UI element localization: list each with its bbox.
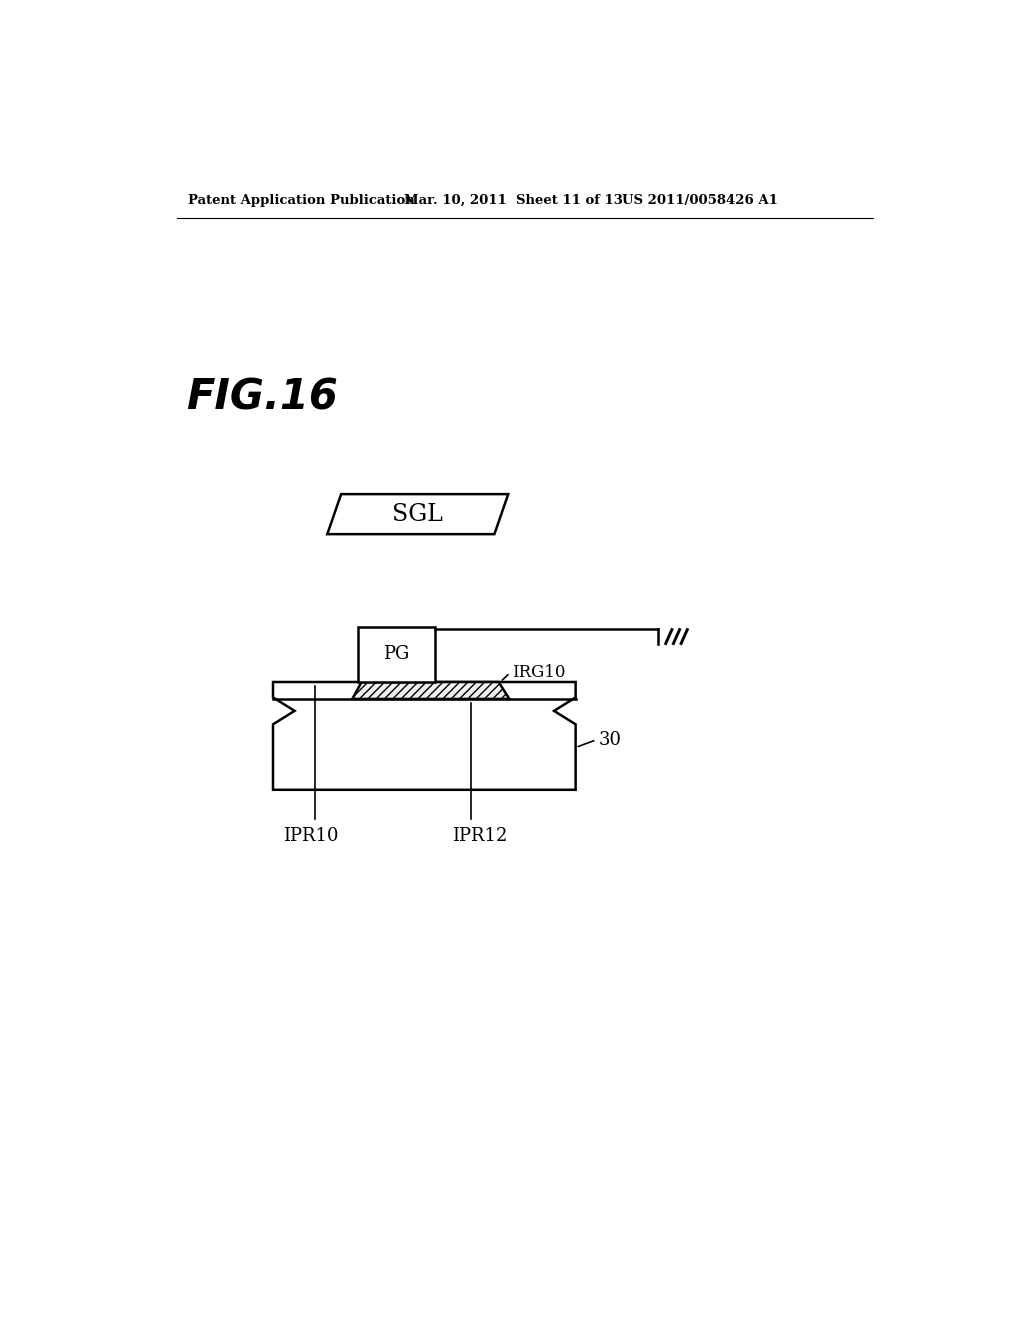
Text: Patent Application Publication: Patent Application Publication (188, 194, 415, 207)
Polygon shape (273, 682, 575, 789)
Text: PG: PG (383, 645, 410, 663)
Text: IPR12: IPR12 (452, 828, 507, 845)
Text: Mar. 10, 2011  Sheet 11 of 13: Mar. 10, 2011 Sheet 11 of 13 (403, 194, 623, 207)
Text: SGL: SGL (392, 503, 443, 525)
Bar (358, 627, 435, 682)
Text: IRG10: IRG10 (512, 664, 565, 681)
Text: US 2011/0058426 A1: US 2011/0058426 A1 (622, 194, 777, 207)
Text: FIG.16: FIG.16 (186, 376, 338, 418)
Polygon shape (352, 682, 509, 700)
Polygon shape (328, 494, 508, 535)
Text: 30: 30 (599, 731, 622, 748)
Text: IPR10: IPR10 (283, 828, 339, 845)
